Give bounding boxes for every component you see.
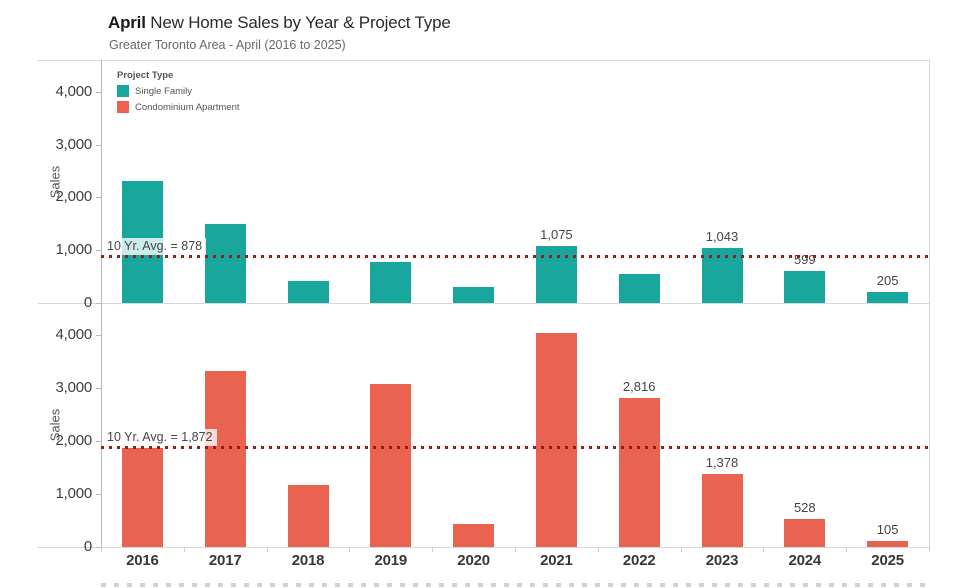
avg-reference-line (101, 255, 929, 258)
bar-value-label: 2,816 (622, 379, 656, 394)
bar[interactable] (205, 224, 246, 303)
bar[interactable] (867, 292, 908, 303)
y-tick-mark (96, 197, 101, 198)
panel-right-border (929, 60, 930, 547)
x-axis-year-label: 2022 (622, 552, 656, 569)
avg-reference-label: 10 Yr. Avg. = 878 (105, 238, 207, 255)
y-tick-mark (96, 303, 101, 304)
bar[interactable] (370, 384, 411, 547)
y-tick-label: 4,000 (55, 83, 92, 100)
bar[interactable] (122, 448, 163, 547)
legend-swatch (117, 101, 129, 113)
y-tick-mark (96, 547, 101, 548)
avg-reference-label: 10 Yr. Avg. = 1,872 (105, 429, 217, 446)
x-axis-tick (763, 547, 764, 552)
bar[interactable] (370, 262, 411, 303)
y-tick-label: 4,000 (55, 326, 92, 343)
legend-swatch (117, 85, 129, 97)
bar[interactable] (784, 271, 825, 303)
page-subtitle: Greater Toronto Area - April (2016 to 20… (109, 38, 346, 52)
x-axis-year-label: 2025 (871, 552, 904, 569)
legend-item-label: Condominium Apartment (135, 101, 240, 113)
x-axis-tick (267, 547, 268, 552)
bar[interactable] (702, 474, 743, 547)
chart-panel-single-family: 1,075 1,043 599 205 10 Yr. Avg. = 878 (101, 60, 929, 303)
legend-item-condominium-apartment[interactable]: Condominium Apartment (117, 101, 240, 113)
y-tick-label: 3,000 (55, 379, 92, 396)
y-tick-label: 2,000 (55, 188, 92, 205)
y-tick-label: 2,000 (55, 432, 92, 449)
x-axis-line (38, 547, 929, 548)
x-axis-year-label: 2018 (291, 552, 325, 569)
x-axis-year-label: 2023 (705, 552, 739, 569)
bar[interactable] (453, 524, 494, 547)
bar-value-label: 1,075 (540, 227, 573, 242)
sales-axis-title: Sales (47, 165, 63, 198)
cropped-footer-text (101, 583, 929, 587)
y-tick-label: 1,000 (55, 485, 92, 502)
y-tick-mark (96, 145, 101, 146)
x-axis-year-label: 2021 (540, 552, 573, 569)
bar-value-label: 205 (876, 273, 899, 288)
y-tick-label: 3,000 (55, 136, 92, 153)
legend-title: Project Type (117, 70, 174, 81)
bar[interactable] (205, 371, 246, 547)
x-axis-tick (349, 547, 350, 552)
x-axis-tick (598, 547, 599, 552)
y-tick-label: 0 (83, 294, 92, 311)
x-axis-tick (515, 547, 516, 552)
bar[interactable] (784, 519, 825, 547)
y-tick-label: 0 (83, 538, 92, 555)
panel-top-border (38, 60, 929, 61)
page-title: April New Home Sales by Year & Project T… (108, 13, 451, 33)
bar[interactable] (288, 485, 329, 547)
bar-value-label: 105 (876, 522, 899, 537)
x-axis-tick (184, 547, 185, 552)
x-axis-tick (432, 547, 433, 552)
y-tick-label: 1,000 (55, 241, 92, 258)
title-rest: New Home Sales by Year & Project Type (145, 13, 451, 32)
bar[interactable] (453, 287, 494, 303)
y-tick-mark (96, 335, 101, 336)
y-tick-mark (96, 388, 101, 389)
panel-divider (38, 303, 929, 304)
bar[interactable] (619, 398, 660, 547)
bar-value-label: 1,378 (705, 455, 739, 470)
bar[interactable] (867, 541, 908, 547)
y-tick-mark (96, 441, 101, 442)
x-axis-year-label: 2016 (126, 552, 159, 569)
bar[interactable] (619, 274, 660, 303)
y-tick-mark (96, 250, 101, 251)
legend: Project Type Single Family Condominium Ap… (117, 70, 240, 113)
avg-reference-line (101, 446, 929, 449)
x-axis-year-label: 2024 (788, 552, 822, 569)
x-axis-year-label: 2017 (208, 552, 242, 569)
bar-value-label: 1,043 (705, 229, 739, 244)
x-axis-tick (846, 547, 847, 552)
y-axis-line (101, 60, 102, 547)
sales-axis-title: Sales (47, 408, 63, 442)
bar[interactable] (288, 281, 329, 303)
x-axis-tick (929, 547, 930, 552)
x-axis-year-label: 2020 (457, 552, 490, 569)
y-tick-mark (96, 92, 101, 93)
x-axis-tick (681, 547, 682, 552)
legend-item-label: Single Family (135, 85, 193, 97)
x-axis-tick (101, 547, 102, 552)
y-tick-mark (96, 494, 101, 495)
title-emphasis: April (108, 13, 146, 32)
legend-item-single-family[interactable]: Single Family (117, 85, 240, 97)
chart-panel-condo: 2,816 1,378 528 105 10 Yr. Avg. = 1,872 (101, 303, 929, 547)
bar-value-label: 528 (793, 500, 816, 515)
x-axis-year-label: 2019 (374, 552, 408, 569)
bar[interactable] (536, 333, 577, 547)
